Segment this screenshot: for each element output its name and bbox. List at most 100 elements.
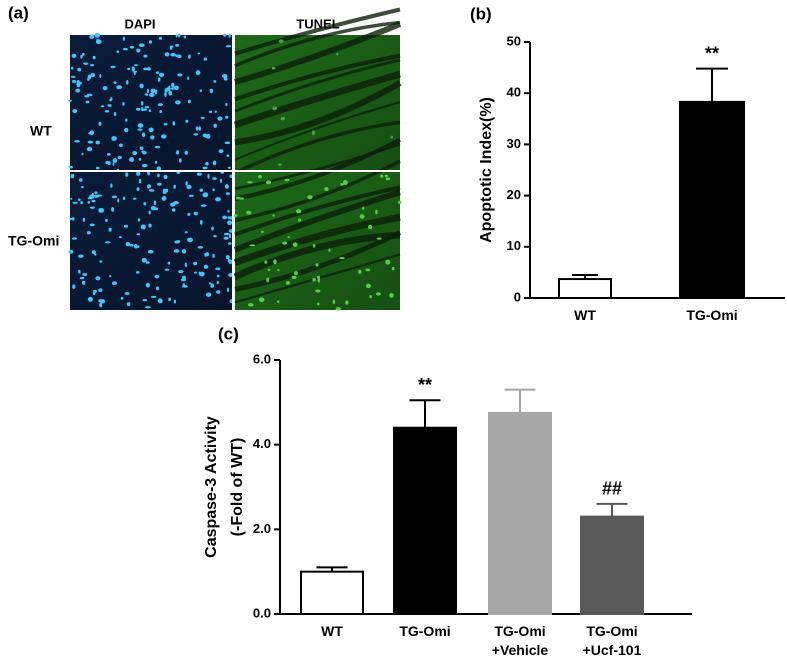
nucleus	[116, 50, 119, 53]
nucleus	[126, 79, 129, 85]
nucleus	[182, 275, 186, 280]
nucleus	[95, 276, 101, 281]
nucleus	[266, 277, 270, 283]
nucleus	[278, 39, 284, 44]
nucleus	[126, 302, 131, 307]
nucleus	[165, 87, 171, 92]
nucleus	[119, 143, 123, 148]
nucleus	[358, 269, 362, 274]
nucleus	[71, 79, 77, 83]
nucleus	[105, 160, 109, 165]
nucleus	[168, 297, 171, 302]
nucleus	[339, 257, 345, 260]
nucleus	[135, 107, 141, 111]
nucleus	[187, 76, 190, 80]
nucleus	[81, 152, 84, 156]
x-tick-label: TG-Omi +Vehicle	[491, 623, 549, 658]
nucleus	[90, 64, 95, 67]
nucleus	[81, 280, 86, 285]
nucleus	[141, 257, 147, 263]
nucleus	[147, 171, 150, 176]
nucleus	[216, 274, 220, 278]
x-tick-label: WT	[321, 623, 343, 639]
nucleus	[178, 158, 182, 163]
nucleus	[161, 196, 167, 201]
nucleus	[143, 67, 149, 71]
nucleus	[131, 66, 135, 72]
nucleus	[170, 52, 176, 57]
nucleus	[271, 66, 276, 70]
nucleus	[222, 215, 227, 220]
nucleus	[227, 220, 233, 226]
nucleus	[280, 116, 285, 121]
nucleus	[223, 33, 227, 37]
nucleus	[129, 45, 135, 49]
nucleus	[246, 210, 252, 215]
nucleus	[86, 231, 91, 235]
tissue-gap	[233, 213, 401, 266]
nucleus	[99, 260, 103, 263]
nucleus	[154, 207, 159, 211]
nucleus	[94, 253, 97, 256]
annotation: **	[418, 375, 432, 395]
nucleus	[397, 200, 402, 205]
y-tick-label: 0.0	[253, 605, 271, 620]
nucleus	[177, 73, 183, 77]
tissue-gap	[233, 189, 401, 253]
nucleus	[141, 101, 144, 106]
nucleus	[137, 123, 144, 128]
nucleus	[335, 307, 341, 311]
nucleus	[216, 280, 219, 285]
nucleus	[185, 119, 189, 123]
nucleus	[343, 180, 348, 185]
nucleus	[158, 36, 163, 40]
nucleus	[312, 277, 316, 282]
nucleus	[87, 296, 93, 302]
nucleus	[164, 52, 170, 57]
nucleus	[150, 295, 157, 298]
nucleus	[143, 202, 147, 206]
nucleus	[138, 178, 142, 184]
nucleus	[82, 273, 88, 276]
nucleus	[91, 250, 96, 255]
y-tick-label: 4.0	[253, 436, 271, 451]
nucleus	[136, 48, 141, 53]
column-label: DAPI	[124, 16, 155, 31]
nucleus	[141, 132, 146, 138]
nucleus	[272, 214, 275, 217]
nucleus	[158, 72, 165, 78]
tissue-gap	[234, 20, 401, 68]
nucleus	[137, 218, 141, 222]
nucleus	[157, 103, 163, 107]
nucleus	[223, 232, 230, 236]
nucleus	[328, 248, 331, 252]
nucleus	[79, 276, 85, 280]
nucleus	[155, 286, 159, 291]
nucleus	[171, 208, 176, 212]
nucleus	[249, 244, 256, 247]
nucleus	[98, 121, 102, 126]
nucleus	[185, 181, 188, 186]
nucleus	[221, 73, 228, 78]
nucleus	[332, 299, 336, 305]
nucleus	[98, 207, 105, 213]
nucleus	[307, 195, 313, 200]
nucleus	[227, 287, 230, 293]
nucleus	[182, 283, 185, 287]
nucleus	[148, 223, 152, 228]
nucleus	[111, 195, 118, 199]
nucleus	[148, 189, 155, 192]
nucleus	[117, 198, 120, 203]
y-tick-label: 2.0	[253, 521, 271, 536]
nucleus	[107, 104, 112, 107]
bar	[393, 426, 457, 615]
nucleus	[112, 158, 118, 164]
nucleus	[157, 173, 160, 178]
nucleus	[317, 277, 321, 283]
nucleus	[187, 99, 191, 104]
nucleus	[111, 136, 117, 141]
nucleus	[377, 237, 382, 240]
y-tick-label: 50	[507, 33, 521, 48]
